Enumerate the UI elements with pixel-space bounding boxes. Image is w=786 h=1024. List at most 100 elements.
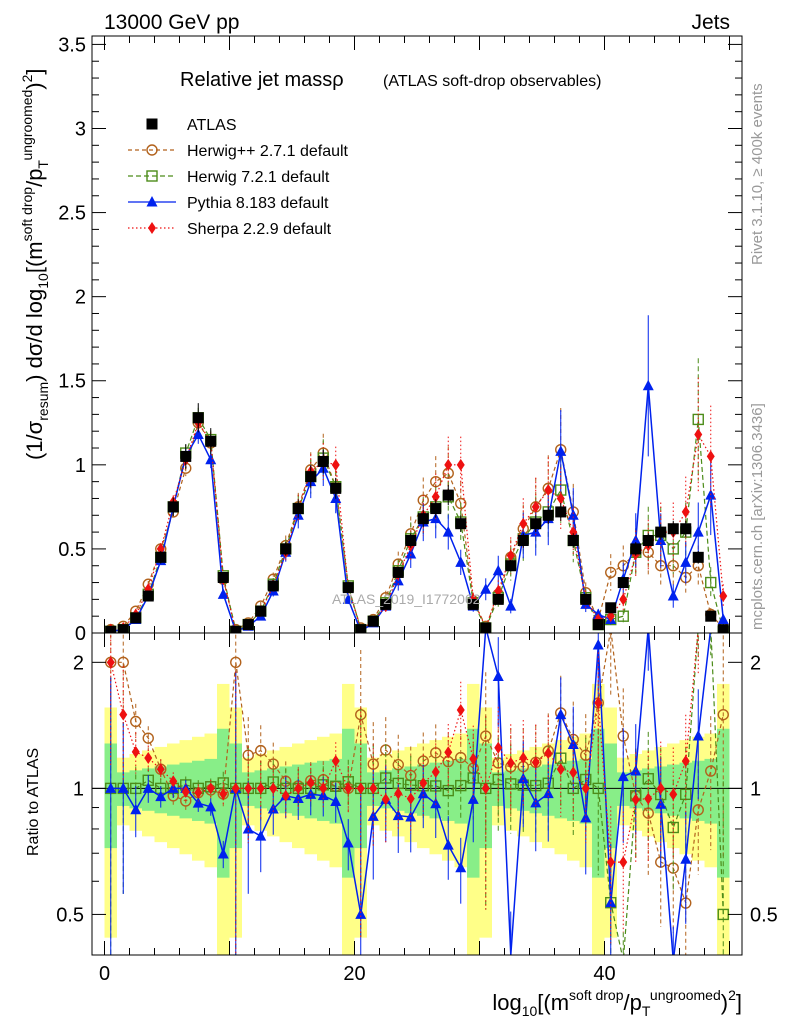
data-point (667, 523, 679, 535)
ratio-point (630, 765, 642, 776)
data-point (642, 379, 654, 391)
ratio-point (281, 789, 290, 802)
ratio-point (431, 765, 440, 778)
analysis-watermark: ATLAS_2019_I1772062 (332, 591, 481, 607)
ratio-panel (91, 632, 743, 956)
ratio-point (356, 782, 365, 795)
data-point (430, 503, 442, 515)
ratio-point (455, 751, 467, 764)
ratio-point (517, 772, 529, 784)
data-point (542, 509, 554, 521)
rivet-watermark: Rivet 3.1.10, ≥ 400k events (749, 83, 766, 265)
data-point (519, 517, 528, 530)
legend-entry: Herwig++ 2.7.1 default (128, 143, 349, 160)
data-point (292, 503, 304, 515)
axes: 0 20 40 0 0.5 1 1.5 2 2.5 3 3.5 0.5 0.5 1 1 2 2 (56, 34, 778, 985)
ratio-point (369, 782, 378, 795)
ratio-point (306, 776, 315, 789)
ratio-point (217, 848, 229, 859)
ratio-point (656, 782, 665, 795)
ratio-point (294, 782, 303, 795)
y-tick-label: 0 (75, 623, 86, 645)
data-point (467, 598, 479, 610)
ratio-point (169, 775, 178, 788)
data-point (117, 624, 129, 633)
mcplots-watermark: mcplots.cern.ch [arXiv:1306.3436] (749, 403, 766, 630)
ratio-point (206, 782, 215, 795)
header-right: Jets (691, 11, 730, 34)
y-tick-label: 1 (75, 455, 86, 477)
ratio-point (581, 782, 590, 795)
data-point (692, 526, 704, 537)
ratio-point (569, 766, 578, 779)
ratio-point (717, 708, 729, 721)
legend-marker (146, 170, 158, 182)
legend-marker (146, 118, 158, 130)
legend-entry: Pythia 8.183 default (128, 195, 329, 212)
ratio-point (192, 797, 204, 808)
ratio-point (119, 708, 128, 721)
ratio-point (305, 788, 317, 799)
ratio-point (255, 830, 267, 841)
ratio-point (144, 751, 153, 764)
ratio-point (692, 804, 704, 816)
ratio-y-tick-label: 2 (73, 652, 84, 674)
y-axis-title: (1/σresum) dσ/d log10[(msoft drop/pTungr… (19, 68, 51, 460)
data-point (456, 458, 465, 471)
y-tick-label: 3 (75, 118, 86, 140)
ratio-point (131, 745, 140, 758)
uncertainty-band-inner (554, 762, 567, 819)
data-point (505, 560, 517, 572)
data-point (706, 450, 715, 463)
data-point (605, 602, 617, 614)
ratio-point (605, 896, 617, 908)
data-point (455, 518, 467, 530)
main-plot-content (105, 315, 729, 633)
data-point (492, 593, 504, 605)
data-point (655, 526, 667, 538)
ratio-point (194, 786, 203, 799)
ratio-point (392, 809, 404, 821)
data-point (355, 624, 367, 633)
ratio-point (117, 782, 129, 793)
data-point (617, 577, 629, 589)
data-point (455, 497, 467, 510)
ratio-point (681, 755, 690, 768)
ratio-point (230, 656, 242, 669)
ratio-y-tick-label-right: 1 (750, 778, 761, 800)
legend-label: Herwig++ 2.7.1 default (187, 143, 349, 160)
data-point (367, 615, 379, 627)
ratio-point (692, 730, 704, 741)
data-point (331, 458, 340, 471)
ratio-series-line (110, 633, 711, 955)
ratio-point (530, 796, 542, 808)
data-point (205, 453, 217, 465)
data-point (531, 500, 540, 513)
data-point (405, 547, 417, 559)
series-line (110, 421, 724, 633)
data-point (492, 564, 504, 576)
data-point (555, 506, 567, 518)
ratio-point (130, 803, 142, 815)
data-point (305, 471, 317, 483)
data-point (330, 482, 342, 494)
ratio-point (355, 908, 367, 919)
ratio-point (142, 782, 154, 793)
data-point (342, 593, 354, 604)
main-panel (91, 35, 743, 634)
header-left: 13000 GeV pp (104, 11, 239, 34)
data-point (405, 535, 417, 547)
data-point (455, 556, 467, 567)
data-point (167, 501, 179, 513)
ratio-point (619, 856, 628, 869)
y-tick-label: 3.5 (58, 34, 86, 56)
data-point (667, 590, 679, 601)
ratio-point (442, 784, 454, 797)
data-point (242, 619, 254, 631)
data-point (605, 566, 617, 579)
ratio-point (381, 793, 390, 806)
data-point (705, 610, 717, 622)
data-point (717, 613, 729, 625)
data-point (442, 526, 454, 537)
ratio-y-tick-label: 1 (73, 778, 84, 800)
